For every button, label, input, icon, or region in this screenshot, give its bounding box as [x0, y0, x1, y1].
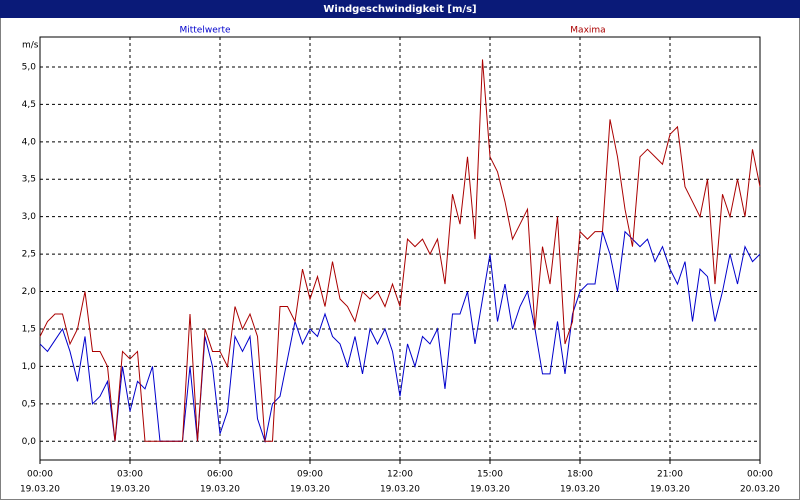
legend-entry: Mittelwerte: [179, 26, 230, 36]
x-tick-label: 09:00: [297, 470, 323, 480]
y-tick-label: 2,0: [22, 287, 37, 297]
y-tick-label: 0,0: [22, 437, 37, 447]
y-tick-label: 2,5: [22, 250, 36, 260]
y-tick-label: 3,0: [22, 212, 37, 222]
x-tick-label: 00:00: [27, 470, 53, 480]
x-tick-label: 06:00: [207, 470, 233, 480]
title-bar: [0, 0, 800, 18]
y-tick-label: 4,5: [22, 100, 36, 110]
x-tick-label: 21:00: [657, 470, 683, 480]
x-tick-date: 20.03.20: [740, 485, 780, 495]
y-tick-label: 0,5: [22, 399, 36, 409]
x-tick-date: 19.03.20: [290, 485, 330, 495]
x-tick-label: 12:00: [387, 470, 413, 480]
x-tick-label: 00:00: [747, 470, 773, 480]
data-line: [39, 59, 761, 442]
y-axis-label: m/s: [22, 41, 39, 51]
x-tick-date: 19.03.20: [560, 485, 600, 495]
y-tick-label: 3,5: [22, 175, 36, 185]
x-tick-label: 15:00: [477, 470, 503, 480]
y-tick-label: 4,0: [22, 137, 37, 147]
y-tick-label: 5,0: [22, 62, 37, 72]
x-tick-date: 19.03.20: [200, 485, 240, 495]
x-tick-date: 19.03.20: [470, 485, 510, 495]
chart-title: Windgeschwindigkeit [m/s]: [323, 4, 476, 15]
x-tick-label: 03:00: [117, 470, 143, 480]
x-tick-date: 19.03.20: [380, 485, 420, 495]
x-tick-date: 19.03.20: [650, 485, 690, 495]
y-tick-label: 1,5: [22, 324, 36, 334]
x-tick-label: 18:00: [567, 470, 593, 480]
legend-entry: Maxima: [570, 26, 605, 36]
y-tick-label: 1,0: [22, 362, 37, 372]
x-tick-date: 19.03.20: [110, 485, 150, 495]
x-tick-date: 19.03.20: [20, 485, 60, 495]
